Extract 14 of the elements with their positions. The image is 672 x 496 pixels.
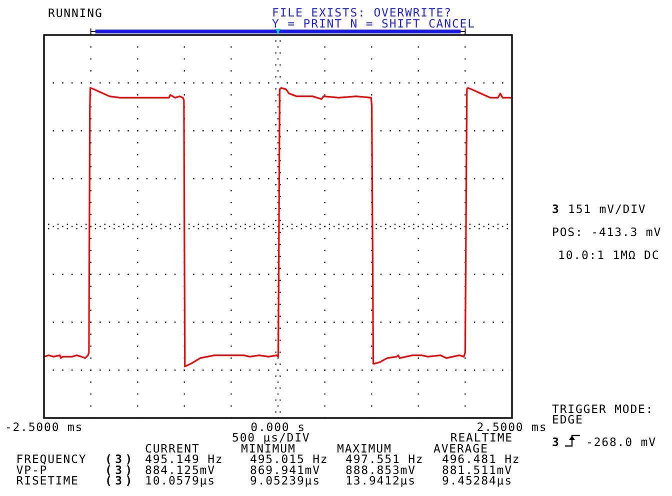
text: -268.0 mV [586, 435, 656, 449]
text: POS: -413.3 mV [552, 225, 662, 239]
text: Y = PRINT N = SHIFT CANCEL [272, 16, 476, 30]
text: RUNNING [48, 6, 103, 20]
text: 3 [552, 202, 560, 216]
text: 151 mV/DIV [568, 202, 646, 216]
x-tick-label: 0.000 s [250, 420, 306, 434]
text: RISETIME [16, 474, 79, 488]
text: 3 [552, 435, 560, 449]
x-tick-label: -2.5000 ms [4, 420, 84, 434]
text: 10.0:1 1MΩ DC [558, 248, 660, 262]
text: FILE EXISTS: OVERWRITE? [272, 6, 452, 20]
text: FREQUENCY [16, 452, 87, 466]
text: (3) [105, 452, 136, 466]
